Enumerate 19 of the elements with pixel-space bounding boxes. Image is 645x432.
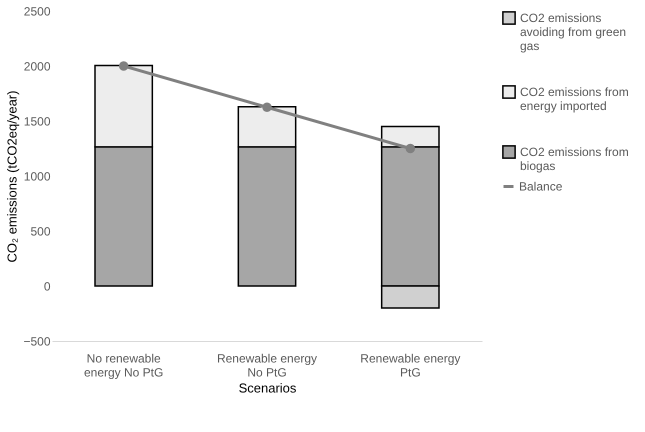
point	[262, 102, 272, 112]
y-tick-label: 2500	[24, 4, 51, 18]
y-tick-label: 500	[30, 224, 51, 238]
y-tick-label: 0	[44, 280, 51, 294]
legend-label: CO2 emissions from energy imported	[520, 85, 629, 113]
x-tick-label: Renewable energy No PtG	[216, 352, 318, 380]
legend-label: Balance	[519, 180, 563, 194]
x-tick-label: No renewable energy No PtG	[84, 352, 164, 380]
x-tick-label: Renewable energy PtG	[360, 352, 460, 380]
y-tick-label: 1500	[24, 114, 51, 128]
x-axis-title: Scenarios	[238, 380, 297, 396]
legend-label: CO2 emissions avoiding from green gas	[520, 11, 626, 53]
point	[406, 144, 416, 154]
y-tick-label: −500	[23, 334, 51, 348]
legend-label: CO2 emissions from biogas	[520, 145, 629, 173]
y-tick-label: 2000	[24, 60, 51, 74]
y-axis-title: CO₂ emissions (tCO2eq/year)	[4, 90, 20, 262]
y-tick-label: 1000	[24, 170, 51, 184]
point	[118, 61, 128, 71]
